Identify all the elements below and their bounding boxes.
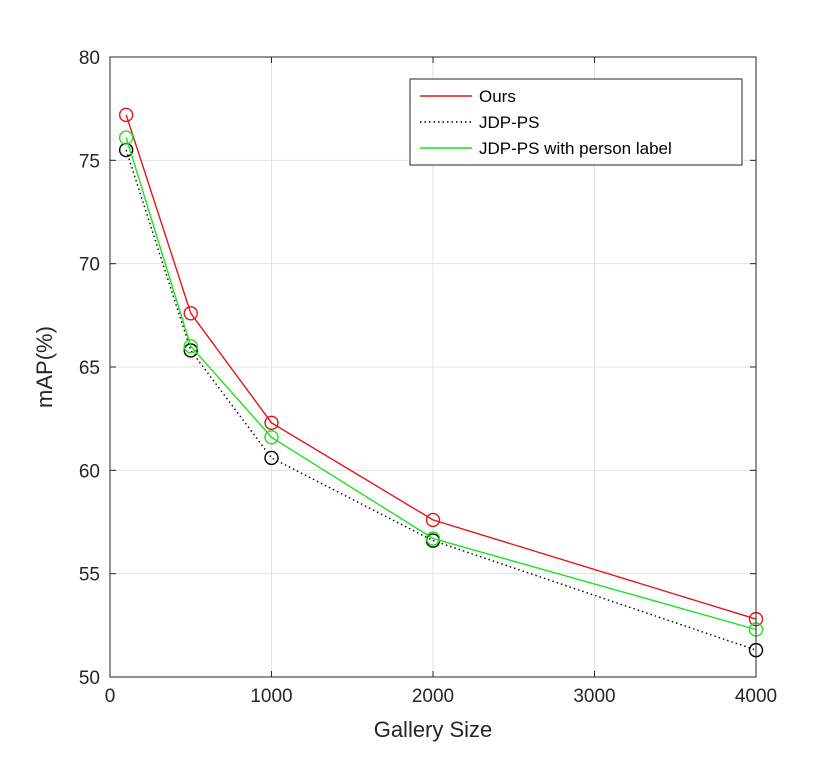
- data-point: [425, 512, 441, 528]
- legend-label: JDP-PS: [479, 113, 539, 132]
- y-tick-label: 60: [79, 461, 100, 482]
- x-tick-label: 3000: [573, 686, 615, 707]
- data-point: [264, 450, 279, 466]
- data-point: [183, 306, 198, 321]
- y-tick-label: 65: [79, 358, 100, 379]
- x-axis-label: Gallery Size: [374, 717, 493, 742]
- data-point: [183, 339, 198, 354]
- x-tick-label: 1000: [250, 686, 292, 707]
- y-tick-label: 55: [79, 565, 100, 586]
- y-tick-label: 50: [79, 668, 100, 689]
- x-tick-label: 4000: [735, 686, 777, 707]
- data-point: [264, 430, 279, 445]
- series-line: [125, 137, 757, 631]
- y-tick-label: 80: [79, 48, 100, 69]
- data-point: [118, 130, 134, 145]
- x-tick-label: 2000: [412, 686, 454, 707]
- series-0: [118, 107, 764, 627]
- data-point: [264, 415, 279, 430]
- ticks: 0 1000 2000 3000 4000 50 55 60 65 70 75 80: [79, 48, 777, 707]
- legend-label: JDP-PS with person label: [479, 139, 672, 158]
- series-line: [125, 149, 757, 651]
- series-line: [125, 114, 757, 620]
- data-point: [425, 531, 441, 546]
- data-point: [118, 107, 134, 123]
- y-tick-label: 75: [79, 151, 100, 172]
- y-tick-label: 70: [79, 255, 100, 276]
- legend-label: Ours: [479, 87, 516, 106]
- x-tick-label: 0: [105, 686, 116, 707]
- series-layer: [118, 107, 764, 658]
- y-axis-label: mAP(%): [32, 326, 57, 408]
- legend: Ours JDP-PS JDP-PS with person label: [409, 78, 743, 166]
